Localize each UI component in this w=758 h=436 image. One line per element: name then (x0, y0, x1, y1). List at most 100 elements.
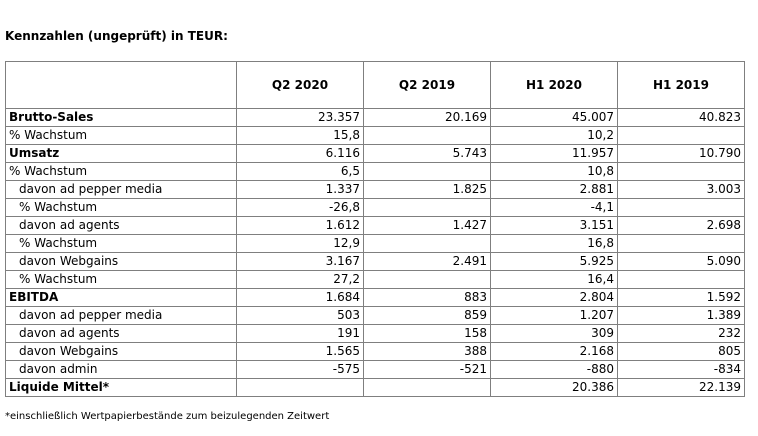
cell-value: -4,1 (490, 198, 618, 217)
document-title: Kennzahlen (ungeprüft) in TEUR: (5, 29, 228, 43)
cell-value (236, 378, 364, 397)
cell-value: 859 (363, 306, 491, 325)
header-q2-2019: Q2 2019 (363, 61, 491, 109)
row-label: davon ad agents (5, 216, 237, 235)
cell-value: 5.090 (617, 252, 745, 271)
cell-value: 2.698 (617, 216, 745, 235)
cell-value (363, 198, 491, 217)
cell-value: 805 (617, 342, 745, 361)
header-q2-2020: Q2 2020 (236, 61, 364, 109)
cell-value: -880 (490, 360, 618, 379)
row-label: davon Webgains (5, 342, 237, 361)
cell-value (363, 270, 491, 289)
cell-value: 10.790 (617, 144, 745, 163)
row-label: Liquide Mittel* (5, 378, 237, 397)
table-row: % Wachstum 6,5 10,8 (5, 162, 745, 181)
table-row: Brutto-Sales 23.357 20.169 45.007 40.823 (5, 108, 745, 127)
kennzahlen-table: Q2 2020 Q2 2019 H1 2020 H1 2019 Brutto-S… (5, 61, 745, 397)
table-row: % Wachstum 12,9 16,8 (5, 234, 745, 253)
table-row: % Wachstum 15,8 10,2 (5, 126, 745, 145)
table-row: davon Webgains 1.565 388 2.168 805 (5, 342, 745, 361)
table-row: Liquide Mittel* 20.386 22.139 (5, 378, 745, 397)
row-label: Umsatz (5, 144, 237, 163)
cell-value: 1.389 (617, 306, 745, 325)
table-row: davon Webgains 3.167 2.491 5.925 5.090 (5, 252, 745, 271)
cell-value (617, 162, 745, 181)
cell-value (617, 126, 745, 145)
table-row: davon ad pepper media 1.337 1.825 2.881 3.00… (5, 180, 745, 199)
cell-value: 23.357 (236, 108, 364, 127)
cell-value: 503 (236, 306, 364, 325)
cell-value: 5.743 (363, 144, 491, 163)
table-row: davon ad agents 191 158 309 232 (5, 324, 745, 343)
cell-value: 20.169 (363, 108, 491, 127)
cell-value (363, 126, 491, 145)
cell-value: 2.168 (490, 342, 618, 361)
row-label: Brutto-Sales (5, 108, 237, 127)
cell-value: 309 (490, 324, 618, 343)
table-row: davon ad agents 1.612 1.427 3.151 2.698 (5, 216, 745, 235)
cell-value: 3.003 (617, 180, 745, 199)
table-row: davon ad pepper media 503 859 1.207 1.389 (5, 306, 745, 325)
cell-value: 1.684 (236, 288, 364, 307)
table-row: % Wachstum -26,8 -4,1 (5, 198, 745, 217)
cell-value: 20.386 (490, 378, 618, 397)
cell-value: 158 (363, 324, 491, 343)
table-row: % Wachstum 27,2 16,4 (5, 270, 745, 289)
row-label: davon ad pepper media (5, 306, 237, 325)
cell-value: 2.804 (490, 288, 618, 307)
cell-value: 1.207 (490, 306, 618, 325)
row-label: % Wachstum (5, 162, 237, 181)
cell-value: 16,4 (490, 270, 618, 289)
cell-value: 1.612 (236, 216, 364, 235)
row-label: % Wachstum (5, 198, 237, 217)
cell-value: 232 (617, 324, 745, 343)
row-label: % Wachstum (5, 234, 237, 253)
cell-value (617, 234, 745, 253)
cell-value: 15,8 (236, 126, 364, 145)
row-label: davon Webgains (5, 252, 237, 271)
row-label: EBITDA (5, 288, 237, 307)
header-h1-2019: H1 2019 (617, 61, 745, 109)
table-row: Umsatz 6.116 5.743 11.957 10.790 (5, 144, 745, 163)
cell-value: 388 (363, 342, 491, 361)
cell-value: 6,5 (236, 162, 364, 181)
cell-value: 1.427 (363, 216, 491, 235)
cell-value: -521 (363, 360, 491, 379)
row-label: % Wachstum (5, 270, 237, 289)
cell-value: 1.565 (236, 342, 364, 361)
cell-value: 40.823 (617, 108, 745, 127)
table-row: EBITDA 1.684 883 2.804 1.592 (5, 288, 745, 307)
cell-value: 12,9 (236, 234, 364, 253)
cell-value: 1.825 (363, 180, 491, 199)
row-label: davon ad pepper media (5, 180, 237, 199)
header-h1-2020: H1 2020 (490, 61, 618, 109)
cell-value: 3.151 (490, 216, 618, 235)
cell-value: 6.116 (236, 144, 364, 163)
cell-value: 11.957 (490, 144, 618, 163)
cell-value: 27,2 (236, 270, 364, 289)
cell-value (363, 162, 491, 181)
cell-value: -575 (236, 360, 364, 379)
header-label-column (5, 61, 237, 109)
cell-value: 191 (236, 324, 364, 343)
table-row: davon admin -575 -521 -880 -834 (5, 360, 745, 379)
cell-value: 883 (363, 288, 491, 307)
row-label: davon admin (5, 360, 237, 379)
cell-value: -834 (617, 360, 745, 379)
table-header-row: Q2 2020 Q2 2019 H1 2020 H1 2019 (5, 61, 745, 109)
cell-value: 16,8 (490, 234, 618, 253)
cell-value: 22.139 (617, 378, 745, 397)
cell-value (617, 270, 745, 289)
cell-value: 5.925 (490, 252, 618, 271)
row-label: davon ad agents (5, 324, 237, 343)
cell-value (363, 234, 491, 253)
row-label: % Wachstum (5, 126, 237, 145)
footnote: *einschließlich Wertpapierbestände zum b… (5, 411, 330, 422)
cell-value: 1.592 (617, 288, 745, 307)
cell-value: 45.007 (490, 108, 618, 127)
cell-value: 2.491 (363, 252, 491, 271)
cell-value: 10,8 (490, 162, 618, 181)
cell-value: 3.167 (236, 252, 364, 271)
cell-value (617, 198, 745, 217)
